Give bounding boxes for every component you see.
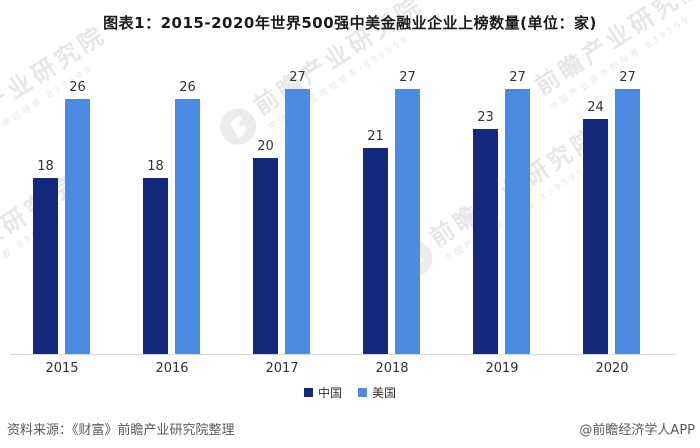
bar-value-中国-2015: 18 bbox=[37, 158, 54, 174]
bar-中国-2016 bbox=[143, 177, 168, 354]
x-axis-label-2017: 2017 bbox=[265, 361, 299, 376]
bar-中国-2015 bbox=[33, 177, 58, 354]
footer: 资料来源：《财富》前瞻产业研究院整理 @前瞻经济学人APP bbox=[7, 419, 695, 438]
bar-value-中国-2017: 20 bbox=[257, 139, 274, 154]
legend: 中国 美国 bbox=[0, 384, 700, 401]
legend-item-us: 美国 bbox=[358, 384, 396, 401]
bar-美国-2015 bbox=[65, 99, 90, 354]
legend-label-us: 美国 bbox=[372, 386, 397, 400]
x-axis-label-2016: 2016 bbox=[155, 361, 189, 376]
legend-item-china: 中国 bbox=[303, 384, 342, 401]
bar-美国-2018 bbox=[395, 89, 420, 354]
bar-value-中国-2016: 18 bbox=[147, 158, 164, 174]
chart-title: 图表1：2015-2020年世界500强中美金融业企业上榜数量(单位：家) bbox=[103, 14, 597, 32]
bar-美国-2020 bbox=[615, 89, 640, 354]
x-axis-label-2020: 2020 bbox=[595, 361, 629, 376]
bar-中国-2018 bbox=[363, 148, 388, 354]
x-axis-label-2019: 2019 bbox=[485, 361, 519, 376]
bar-value-中国-2020: 24 bbox=[587, 99, 604, 115]
bar-中国-2020 bbox=[583, 118, 608, 354]
source-note: 资料来源：《财富》前瞻产业研究院整理 bbox=[7, 423, 235, 438]
bar-美国-2017 bbox=[285, 89, 310, 354]
bar-中国-2017 bbox=[253, 158, 278, 354]
bar-美国-2016 bbox=[175, 99, 200, 354]
china-swatch-icon bbox=[303, 388, 313, 397]
x-axis-label-2015: 2015 bbox=[45, 361, 79, 376]
credit-note: @前瞻经济学人APP bbox=[579, 423, 695, 438]
bar-value-美国-2019: 27 bbox=[509, 70, 526, 86]
us-swatch-icon bbox=[358, 388, 367, 397]
bar-value-美国-2015: 26 bbox=[69, 80, 86, 96]
x-axis-label-2018: 2018 bbox=[375, 361, 409, 376]
bar-value-美国-2016: 26 bbox=[179, 80, 196, 96]
bar-value-美国-2020: 27 bbox=[619, 70, 636, 86]
bar-value-美国-2017: 27 bbox=[289, 70, 306, 86]
bar-value-美国-2018: 27 bbox=[399, 70, 416, 86]
bar-美国-2019 bbox=[505, 89, 530, 354]
bar-value-中国-2018: 21 bbox=[367, 129, 384, 145]
bar-中国-2019 bbox=[473, 128, 498, 354]
legend-label-china: 中国 bbox=[317, 386, 342, 400]
plot-area: 18 26 2015 18 26 2016 20 27 2017 21 27 2018 23 27 2019… bbox=[10, 58, 676, 376]
bar-value-中国-2019: 23 bbox=[477, 109, 494, 125]
